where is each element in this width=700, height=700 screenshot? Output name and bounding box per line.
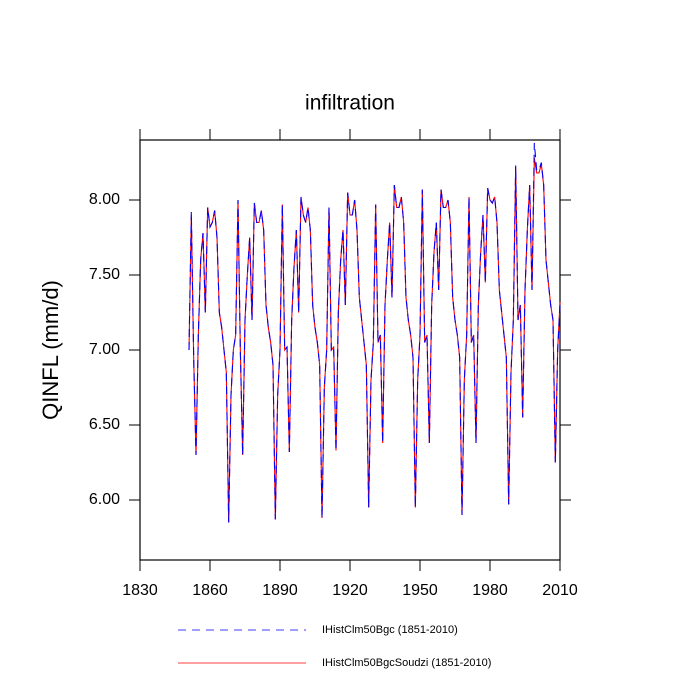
y-tick-label: 7.50 bbox=[89, 266, 120, 283]
x-tick-label: 1950 bbox=[402, 582, 438, 599]
series-line bbox=[188, 157, 561, 523]
x-tick-label: 1980 bbox=[472, 582, 508, 599]
chart-title: infiltration bbox=[305, 92, 395, 115]
legend-label: IHistClm50Bgc (1851-2010) bbox=[322, 624, 458, 636]
x-tick-label: 1860 bbox=[192, 582, 228, 599]
x-tick-label: 1830 bbox=[122, 582, 158, 599]
x-tick-label: 1920 bbox=[332, 582, 368, 599]
y-tick-label: 6.00 bbox=[89, 491, 120, 508]
y-tick-label: 7.00 bbox=[89, 341, 120, 358]
series-line bbox=[188, 142, 561, 523]
y-axis-label: QINFL (mm/d) bbox=[38, 280, 63, 420]
x-tick-label: 2010 bbox=[542, 582, 578, 599]
y-tick-label: 8.00 bbox=[89, 191, 120, 208]
legend-label: IHistClm50BgcSoudzi (1851-2010) bbox=[322, 657, 491, 669]
x-tick-label: 1890 bbox=[262, 582, 298, 599]
plot-frame bbox=[139, 139, 561, 561]
y-tick-label: 6.50 bbox=[89, 416, 120, 433]
